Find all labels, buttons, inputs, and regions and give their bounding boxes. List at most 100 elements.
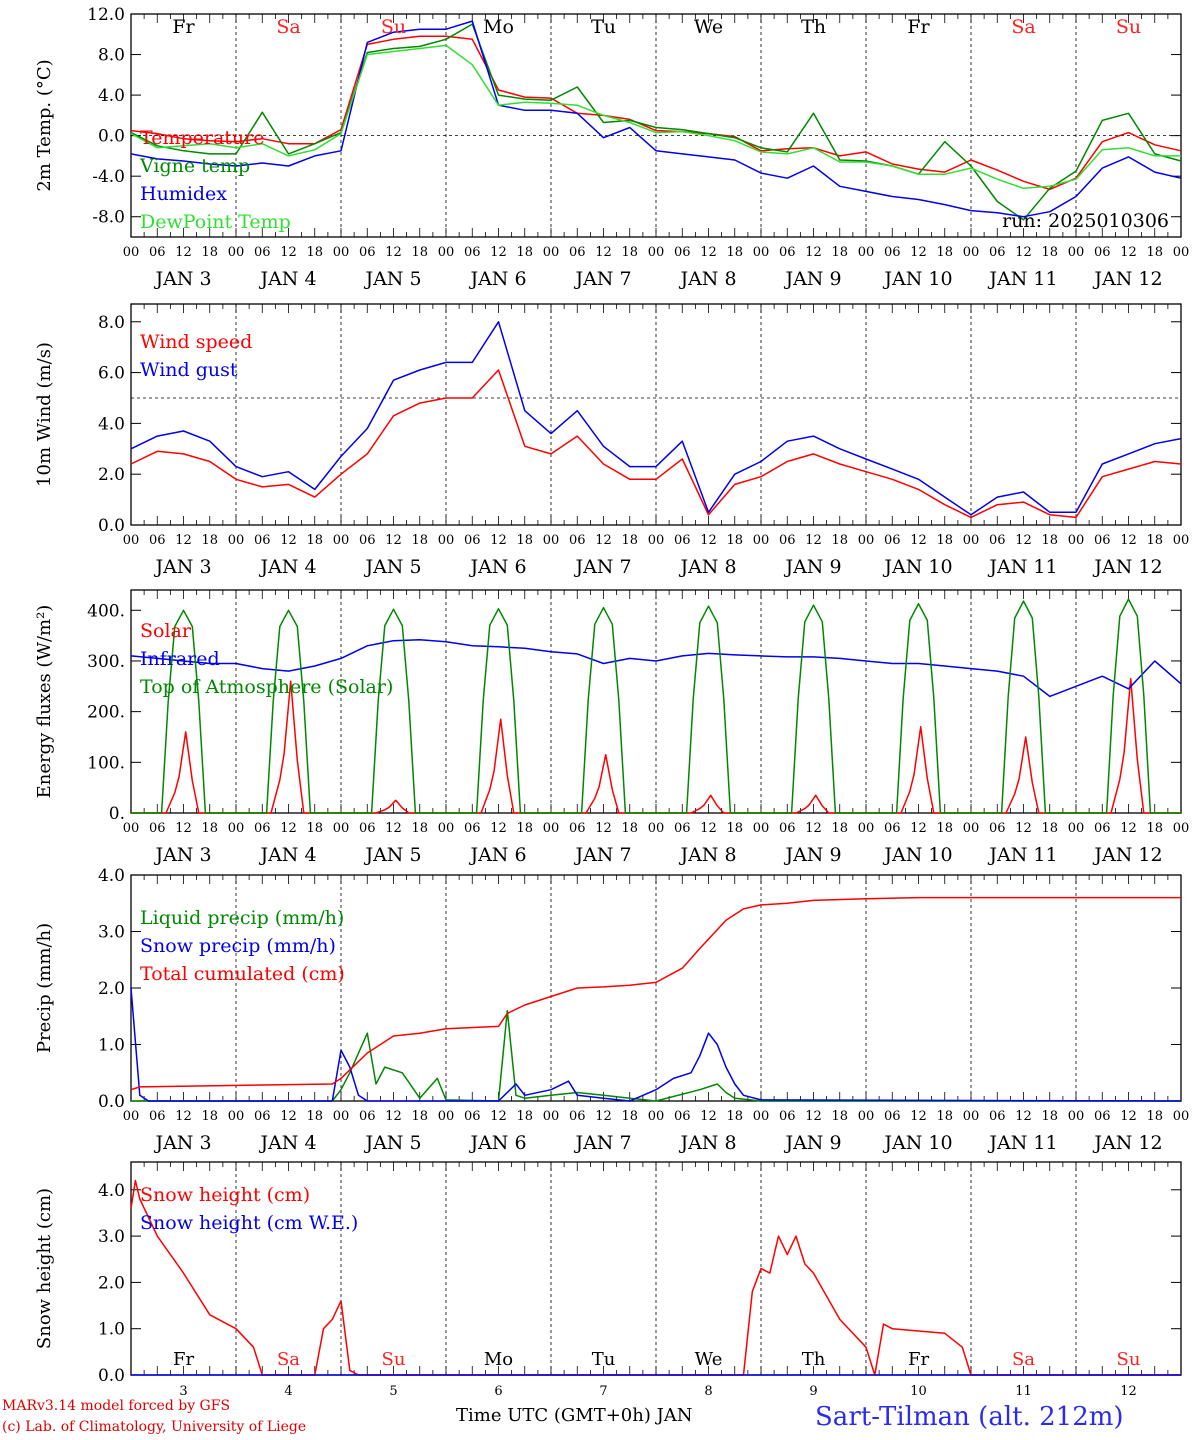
date-label: JAN 10: [882, 556, 952, 578]
hour-label: 18: [621, 1109, 638, 1124]
date-label: JAN 4: [258, 556, 316, 578]
hour-label: 18: [516, 533, 533, 548]
series-line: [130, 321, 1182, 516]
legend-entry: Snow height (cm): [140, 1184, 310, 1206]
y-tick-label: 0.0: [98, 516, 125, 536]
legend-entry: Top of Atmosphere (Solar): [140, 676, 393, 698]
hour-label: 12: [175, 1109, 192, 1124]
hour-label: 06: [1094, 245, 1111, 260]
hour-label: 06: [569, 533, 586, 548]
hour-label: 06: [464, 821, 481, 836]
hour-label: 12: [280, 1109, 297, 1124]
hour-label: 06: [149, 533, 166, 548]
hour-label: 00: [228, 1109, 245, 1124]
day-number: 9: [809, 1384, 817, 1399]
hour-label: 18: [936, 821, 953, 836]
hour-label: 18: [411, 821, 428, 836]
hour-label: 18: [831, 245, 848, 260]
legend-entry: Total cumulated (cm): [140, 963, 345, 985]
y-tick-label: -4.0: [92, 167, 125, 187]
hour-label: 06: [254, 245, 271, 260]
y-axis-label: Energy fluxes (W/m²): [34, 605, 55, 799]
day-name: Mo: [484, 1349, 513, 1370]
legend-entry: Vigne temp: [139, 155, 250, 177]
day-name: Th: [802, 1349, 826, 1370]
hour-label: 18: [306, 533, 323, 548]
hour-label: 06: [989, 1109, 1006, 1124]
hour-label: 06: [884, 821, 901, 836]
hour-label: 18: [306, 245, 323, 260]
series-line: [131, 1009, 1181, 1102]
date-label: JAN 8: [678, 844, 736, 866]
hour-label: 18: [201, 1109, 218, 1124]
date-label: JAN 5: [363, 556, 421, 578]
date-label: JAN 9: [783, 1132, 841, 1154]
day-name: We: [694, 16, 723, 38]
hour-label: 18: [1041, 533, 1058, 548]
hour-label: 06: [989, 245, 1006, 260]
date-label: JAN 8: [678, 268, 736, 290]
hour-label: 00: [543, 533, 560, 548]
hour-label: 00: [1068, 821, 1085, 836]
day-name: Tu: [591, 16, 616, 38]
date-label: JAN 3: [153, 268, 211, 290]
hour-label: 00: [333, 821, 350, 836]
day-name: We: [695, 1349, 723, 1370]
hour-label: 00: [1173, 821, 1190, 836]
hour-label: 06: [779, 821, 796, 836]
hour-label: 00: [228, 245, 245, 260]
hour-label: 06: [1094, 821, 1111, 836]
hour-label: 00: [1068, 1109, 1085, 1124]
y-tick-label: 100.: [87, 753, 125, 773]
hour-label: 12: [490, 533, 507, 548]
date-label: JAN 11: [987, 268, 1057, 290]
date-label: JAN 7: [573, 1132, 631, 1154]
date-label: JAN 4: [258, 844, 316, 866]
hour-label: 00: [333, 533, 350, 548]
day-number: 5: [389, 1384, 397, 1399]
hour-label: 12: [490, 1109, 507, 1124]
hour-label: 06: [359, 821, 376, 836]
date-label: JAN 6: [468, 1132, 526, 1154]
hour-label: 06: [569, 1109, 586, 1124]
hour-label: 00: [858, 533, 875, 548]
y-tick-label: 2.0: [98, 979, 125, 999]
hour-label: 00: [438, 245, 455, 260]
y-tick-label: 1.0: [98, 1320, 125, 1340]
hour-label: 00: [123, 1109, 140, 1124]
hour-label: 06: [674, 245, 691, 260]
hour-label: 18: [1146, 245, 1163, 260]
date-label: JAN 5: [363, 268, 421, 290]
hour-label: 06: [359, 1109, 376, 1124]
hour-label: 12: [595, 245, 612, 260]
date-label: JAN 3: [153, 844, 211, 866]
hour-label: 12: [700, 1109, 717, 1124]
hour-label: 00: [1068, 533, 1085, 548]
hour-label: 12: [385, 533, 402, 548]
legend-entry: Snow precip (mm/h): [140, 935, 336, 957]
hour-label: 12: [490, 245, 507, 260]
y-tick-label: 6.0: [98, 364, 125, 384]
y-tick-label: 4.0: [98, 86, 125, 106]
hour-label: 00: [438, 533, 455, 548]
legend-entry: Temperature: [140, 127, 264, 149]
hour-label: 12: [1015, 1109, 1032, 1124]
hour-label: 18: [726, 533, 743, 548]
hour-label: 06: [884, 1109, 901, 1124]
y-axis-label: 10m Wind (m/s): [34, 342, 55, 487]
hour-label: 12: [385, 821, 402, 836]
hour-label: 06: [884, 245, 901, 260]
day-name: Su: [382, 1349, 406, 1370]
hour-label: 06: [779, 533, 796, 548]
y-tick-label: 1.0: [98, 1036, 125, 1056]
y-tick-label: 3.0: [98, 923, 125, 943]
time-axis-label: Time UTC (GMT+0h) JAN: [456, 1405, 693, 1426]
hour-label: 12: [805, 245, 822, 260]
hour-label: 06: [1094, 1109, 1111, 1124]
hour-label: 12: [805, 533, 822, 548]
hour-label: 18: [201, 821, 218, 836]
day-name: Fr: [907, 16, 930, 38]
hour-label: 18: [411, 1109, 428, 1124]
hour-label: 00: [648, 821, 665, 836]
date-label: JAN 9: [783, 556, 841, 578]
